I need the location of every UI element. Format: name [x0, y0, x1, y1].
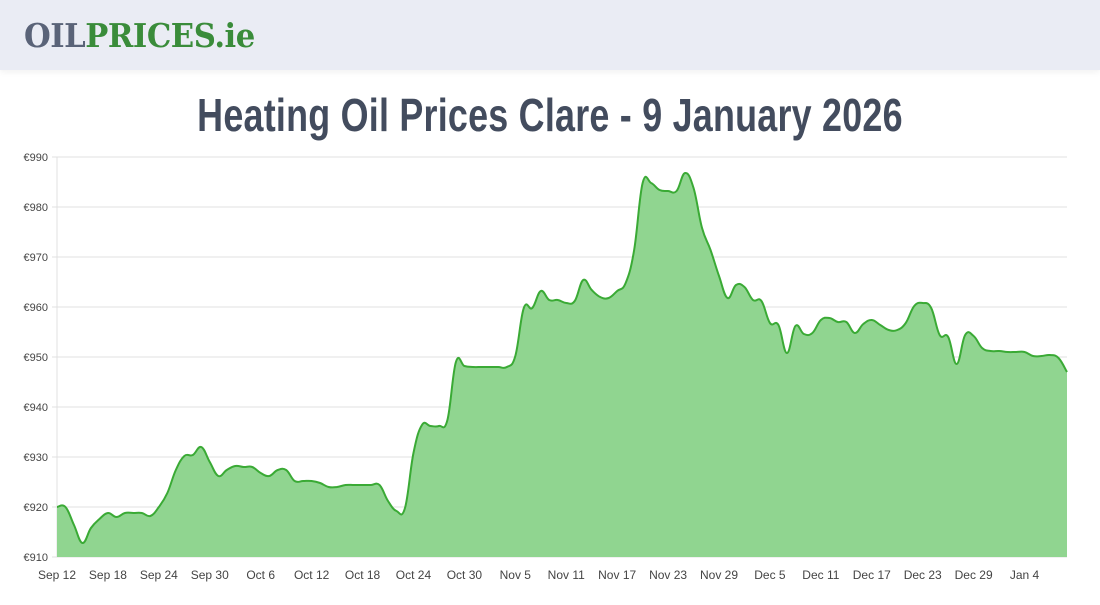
x-tick-label: Oct 12: [294, 568, 330, 582]
x-tick-label: Sep 18: [89, 568, 127, 582]
page-title: Heating Oil Prices Clare - 9 January 202…: [197, 89, 903, 141]
x-tick-label: Nov 23: [649, 568, 687, 582]
x-tick-label: Sep 24: [140, 568, 178, 582]
x-tick-label: Sep 12: [38, 568, 76, 582]
x-tick-label: Dec 5: [754, 568, 786, 582]
y-tick-label: €950: [24, 352, 48, 364]
x-tick-label: Dec 29: [955, 568, 993, 582]
y-tick-label: €990: [24, 152, 48, 164]
y-tick-label: €930: [24, 452, 48, 464]
x-tick-label: Oct 30: [447, 568, 483, 582]
x-tick-label: Nov 11: [548, 568, 585, 582]
y-tick-label: €920: [24, 502, 48, 514]
price-area-chart: €910 €920 €930 €940 €950 €960 €970 €980 €990 Sep…: [24, 152, 1068, 582]
y-tick-label: €910: [24, 552, 48, 564]
x-tick-label: Sep 30: [191, 568, 229, 582]
x-tick-label: Nov 29: [700, 568, 738, 582]
price-chart: €910 €920 €930 €940 €950 €960 €970 €980 €990 Sep…: [0, 140, 1100, 600]
x-tick-label: Nov 17: [598, 568, 636, 582]
y-tick-label: €940: [24, 402, 48, 414]
logo-text-oil: OIL: [24, 16, 86, 55]
y-tick-label: €960: [24, 302, 48, 314]
x-tick-label: Oct 24: [396, 568, 432, 582]
x-tick-label: Jan 4: [1010, 568, 1040, 582]
price-line: [56, 171, 1068, 544]
site-header: OILPRICES.ie: [0, 0, 1100, 70]
logo-text-prices: PRICES: [85, 16, 215, 55]
x-tick-label: Dec 17: [853, 568, 891, 582]
x-axis: Sep 12 Sep 18 Sep 24 Sep 30 Oct 6 Oct 12 Oct 1…: [38, 568, 1040, 582]
site-logo[interactable]: OILPRICES.ie: [24, 16, 255, 56]
x-tick-label: Dec 11: [802, 568, 839, 582]
y-tick-label: €970: [24, 252, 48, 264]
y-axis: €910 €920 €930 €940 €950 €960 €970 €980 €990: [24, 152, 48, 564]
x-tick-label: Dec 23: [904, 568, 942, 582]
logo-text-tld: .ie: [214, 16, 255, 55]
price-area-fill: [57, 172, 1067, 557]
y-tick-label: €980: [24, 202, 48, 214]
x-tick-label: Oct 18: [345, 568, 381, 582]
x-tick-label: Oct 6: [246, 568, 275, 582]
x-tick-label: Nov 5: [500, 568, 532, 582]
